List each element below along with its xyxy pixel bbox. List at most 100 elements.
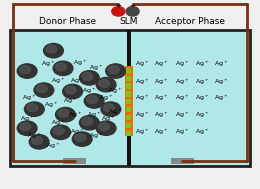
Circle shape [126,7,139,16]
Text: Ag$^+$: Ag$^+$ [176,93,190,103]
Text: −: − [130,3,135,9]
Text: Ag$^+$: Ag$^+$ [63,96,77,106]
Text: Ag$^+$: Ag$^+$ [101,114,116,124]
Text: Ag$^+$: Ag$^+$ [154,93,168,103]
Text: Ag$^+$: Ag$^+$ [154,127,168,137]
Text: Ag$^+$: Ag$^+$ [42,59,56,69]
Circle shape [24,102,44,116]
Text: Ag$^+$: Ag$^+$ [22,93,37,103]
Circle shape [103,104,114,112]
Bar [63,158,86,164]
Circle shape [32,136,43,144]
Text: Ag$^+$: Ag$^+$ [176,77,190,87]
Text: Ag$^+$: Ag$^+$ [70,76,84,86]
Text: +: + [115,3,121,9]
Circle shape [80,116,99,130]
Text: Ag$^+$: Ag$^+$ [176,110,190,120]
Text: Ag$^+$: Ag$^+$ [135,93,149,103]
Circle shape [29,135,49,149]
Circle shape [51,125,70,139]
Circle shape [17,121,37,135]
Text: Ag$^+$: Ag$^+$ [108,87,123,96]
Bar [126,131,131,136]
Bar [126,99,131,104]
Text: Ag$^+$: Ag$^+$ [51,118,66,128]
Circle shape [96,77,116,92]
Text: Ag$^+$: Ag$^+$ [51,76,66,86]
Circle shape [82,117,93,125]
Circle shape [84,94,104,108]
Text: Ag$^+$: Ag$^+$ [214,77,228,87]
Text: Donor Phase: Donor Phase [39,17,96,26]
Circle shape [99,123,109,131]
Circle shape [36,85,47,93]
Circle shape [17,64,37,78]
Circle shape [63,84,82,99]
Circle shape [53,61,73,76]
Text: Ag$^+$: Ag$^+$ [82,87,96,96]
Text: Ag$^+$: Ag$^+$ [135,110,149,120]
Text: Ag$^+$: Ag$^+$ [108,107,123,117]
Text: Ag$^+$: Ag$^+$ [135,59,149,69]
Circle shape [46,45,57,53]
Text: Ag$^+$: Ag$^+$ [70,127,84,137]
Text: Ag$^+$: Ag$^+$ [154,110,168,120]
Circle shape [20,123,31,131]
Circle shape [20,66,31,74]
Text: Ag$^+$: Ag$^+$ [20,114,34,124]
Circle shape [112,7,125,16]
Circle shape [75,134,86,142]
Bar [126,76,131,81]
Circle shape [53,127,64,135]
Bar [10,30,250,166]
Text: Ag$^+$: Ag$^+$ [99,93,113,103]
Text: Ag$^+$: Ag$^+$ [194,77,209,87]
Text: Ag$^+$: Ag$^+$ [135,77,149,87]
Circle shape [82,72,93,80]
Bar [126,115,131,120]
Bar [126,91,131,97]
Text: Ag$^+$: Ag$^+$ [154,77,168,87]
Text: Ag$^+$: Ag$^+$ [194,93,209,103]
Text: Ag$^+$: Ag$^+$ [68,110,82,120]
Circle shape [44,43,63,58]
Circle shape [106,64,126,78]
Text: Ag$^+$: Ag$^+$ [214,59,228,69]
Circle shape [99,79,109,87]
Circle shape [101,102,121,116]
Text: Ag$^+$: Ag$^+$ [194,59,209,69]
Bar [126,123,131,128]
Circle shape [56,63,67,71]
Circle shape [72,132,92,146]
Bar [171,158,194,164]
Text: Ag$^+$: Ag$^+$ [154,59,168,69]
Text: Ag$^+$: Ag$^+$ [176,127,190,137]
Circle shape [56,107,75,122]
Bar [126,68,131,73]
Bar [125,66,133,136]
Text: Ag$^+$: Ag$^+$ [194,110,209,120]
Text: Ag$^+$: Ag$^+$ [176,59,190,69]
Circle shape [65,86,76,94]
Circle shape [87,96,98,104]
Text: Acceptor Phase: Acceptor Phase [155,17,225,26]
Circle shape [96,121,116,135]
Text: SLM: SLM [119,17,138,26]
Text: Ag$^+$: Ag$^+$ [73,58,87,68]
Text: Ag$^+$: Ag$^+$ [89,131,104,141]
Circle shape [27,104,38,112]
Text: Ag$^+$: Ag$^+$ [44,100,58,110]
Circle shape [108,66,119,74]
Text: Ag$^+$: Ag$^+$ [214,93,228,103]
Text: Ag$^+$: Ag$^+$ [89,63,104,73]
Bar [127,30,131,166]
Circle shape [58,109,69,117]
Circle shape [34,83,54,97]
Text: Ag$^+$: Ag$^+$ [46,141,61,151]
Bar [126,107,131,112]
Text: Ag$^+$: Ag$^+$ [87,110,101,120]
Text: Ag$^+$: Ag$^+$ [194,127,209,137]
Bar [126,83,131,89]
Circle shape [80,71,99,85]
Text: Ag$^+$: Ag$^+$ [27,131,42,141]
